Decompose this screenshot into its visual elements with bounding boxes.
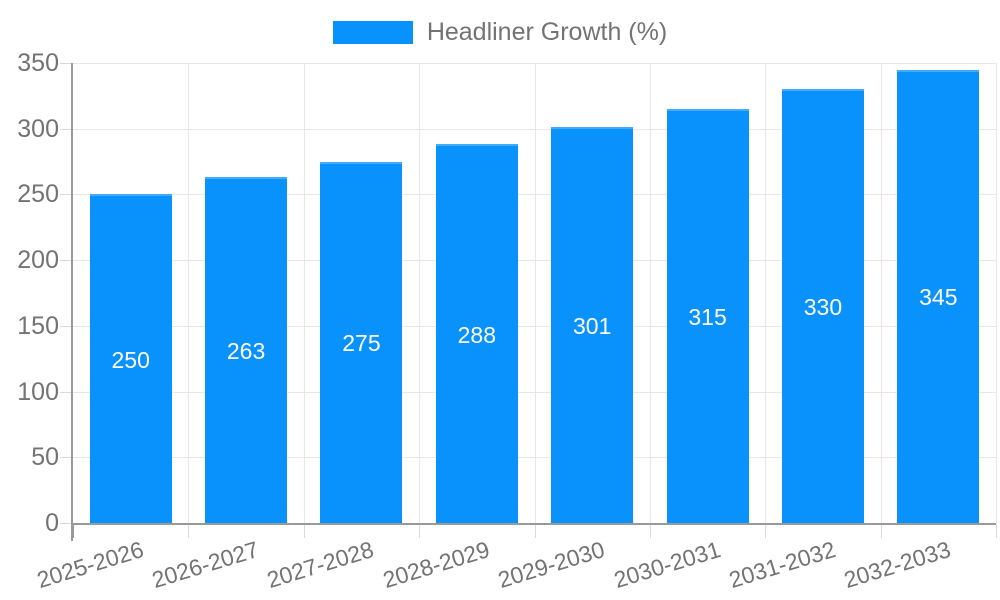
bar-value-label: 250 [111,346,150,373]
x-axis-tick [419,524,421,538]
legend-label: Headliner Growth (%) [426,18,668,46]
bar-value-label: 301 [573,313,612,340]
y-tick-label: 300 [17,114,59,143]
bar[interactable]: 250 [89,194,172,523]
x-axis-tick [996,524,997,538]
y-tick-label: 350 [17,49,59,77]
x-axis-tick [649,524,651,538]
bar[interactable]: 330 [781,89,864,523]
gridline-vertical [880,63,882,523]
bar-value-label: 330 [803,294,843,321]
y-axis-tick [60,325,73,327]
y-axis-line [71,63,73,541]
plot-area: 250 263 275 288 301 315 330 345 [60,63,997,541]
bar-value-label: 275 [342,330,381,357]
gridline-vertical [765,63,767,523]
y-axis-tick [60,523,73,524]
gridline-vertical [996,63,997,523]
y-axis-tick [60,194,73,196]
bar-value-label: 315 [688,304,727,330]
x-axis-tick [73,524,74,538]
y-axis-tick [60,63,73,64]
y-tick-label: 50 [31,443,59,472]
x-axis-tick [765,524,767,538]
x-axis-tick [303,524,305,538]
gridline-vertical [188,63,190,523]
bar-value-label: 288 [457,321,496,348]
x-axis-tick [534,524,536,538]
gridline-vertical [534,63,536,523]
gridline-vertical [303,63,305,523]
bar[interactable]: 275 [320,161,403,523]
y-tick-label: 250 [17,180,59,209]
x-axis-line [71,523,996,525]
bar[interactable]: 345 [897,69,980,523]
gridline-vertical [649,63,651,523]
bar-value-label: 263 [226,338,266,365]
y-tick-label: 150 [17,311,59,340]
y-axis-tick [60,260,73,262]
y-tick-label: 0 [45,509,59,537]
x-axis-tick [188,524,190,538]
bar[interactable]: 315 [666,109,749,523]
y-axis-tick [60,457,73,459]
y-axis-tick [60,128,73,130]
bar[interactable]: 301 [551,127,634,523]
y-axis-tick [60,391,73,393]
bar[interactable]: 288 [435,144,518,523]
gridline-vertical [419,63,421,523]
bar[interactable]: 263 [205,177,288,523]
legend[interactable]: Headliner Growth (%) [0,18,1000,46]
bar-value-label: 345 [919,284,958,311]
legend-swatch [332,20,413,44]
y-tick-label: 200 [17,246,59,275]
x-axis-tick [880,524,882,538]
y-tick-label: 100 [17,377,59,406]
